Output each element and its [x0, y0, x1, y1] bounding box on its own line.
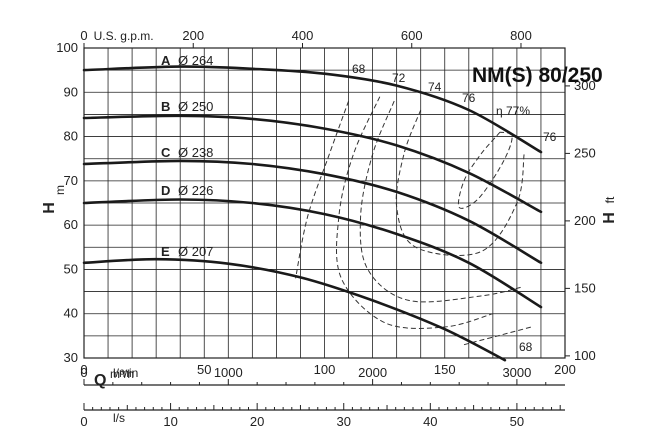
ls-axis-label: l/s [113, 411, 125, 425]
lmin-axis-label: l/min [113, 366, 138, 380]
gpm-tick-label: 800 [510, 28, 532, 43]
x-axis-unit: m³/h [110, 367, 134, 381]
y-tick-label: 100 [56, 40, 78, 55]
head-curve-e [82, 257, 507, 362]
ls-tick-label: 30 [337, 414, 351, 429]
gpm-tick-label: 200 [182, 28, 204, 43]
lmin-tick-label: 3000 [502, 365, 531, 380]
head-curve-b [82, 114, 543, 214]
ls-tick-label: 40 [423, 414, 437, 429]
curve-label: A [161, 53, 171, 68]
head-curves [82, 65, 543, 362]
efficiency-contour [463, 326, 532, 346]
ft-tick-label: 150 [574, 280, 596, 295]
curve-diameter: Ø 250 [178, 99, 213, 114]
efficiency-contour [395, 109, 525, 256]
efficiency-contours [295, 96, 532, 346]
curve-label: C [161, 145, 171, 160]
efficiency-label: 68 [352, 62, 366, 76]
head-curve-a [82, 65, 543, 154]
y-tick-label: 50 [64, 261, 78, 276]
y-tick-label: 60 [64, 217, 78, 232]
efficiency-label: 68 [519, 340, 533, 354]
curve-label: E [161, 244, 170, 259]
ft-axis-unit: ft [603, 196, 617, 203]
head-curve-d [82, 198, 543, 309]
x-tick-label: 0 [80, 362, 87, 377]
ls-tick-label: 50 [510, 414, 524, 429]
lmin-tick-label: 0 [80, 365, 87, 380]
y-axis-label: H [41, 202, 58, 214]
x-tick-label: 50 [197, 362, 211, 377]
curve-diameter: Ø 264 [178, 53, 213, 68]
ls-tick-label: 10 [163, 414, 177, 429]
lmin-tick-label: 1000 [214, 365, 243, 380]
x-tick-label: 100 [314, 362, 336, 377]
x-axis-label: Q [94, 372, 106, 389]
ls-tick-label: 20 [250, 414, 264, 429]
lmin-tick-label: 2000 [358, 365, 387, 380]
curve-label: D [161, 183, 170, 198]
curve-diameter: Ø 238 [178, 145, 213, 160]
ft-tick-label: 250 [574, 145, 596, 160]
efficiency-label: 74 [428, 80, 442, 94]
efficiency-contour [336, 96, 493, 329]
head-curve-c [82, 159, 543, 265]
efficiency-label: 76 [543, 130, 557, 144]
ft-tick-label: 100 [574, 348, 596, 363]
efficiency-label: η 77% [496, 104, 530, 118]
efficiency-label: 72 [392, 71, 406, 85]
grid [83, 47, 566, 359]
ft-tick-label: 300 [574, 78, 596, 93]
gpm-axis-label: U.S. g.p.m. [94, 29, 154, 43]
x-tick-label: 150 [434, 362, 456, 377]
ft-tick-label: 200 [574, 213, 596, 228]
gpm-tick-label: 400 [292, 28, 314, 43]
ft-axis-label: H [601, 212, 618, 224]
curve-diameter: Ø 207 [178, 244, 213, 259]
y-tick-label: 70 [64, 173, 78, 188]
y-tick-label: 90 [64, 84, 78, 99]
ls-tick-label: 0 [80, 414, 87, 429]
labels: NM(S) 80/250 68 72 74 76 η 77% 76 68 A Ø 264 B Ø 2… [161, 53, 603, 354]
y-axis-unit: m [53, 185, 67, 195]
chart-title: NM(S) 80/250 [472, 64, 603, 87]
efficiency-contour [295, 100, 350, 279]
gpm-tick-label: 600 [401, 28, 423, 43]
efficiency-contour [457, 131, 513, 209]
curve-diameter: Ø 226 [178, 183, 213, 198]
y-tick-label: 40 [64, 306, 78, 321]
y-tick-label: 80 [64, 129, 78, 144]
efficiency-contour [359, 100, 522, 303]
y-tick-label: 30 [64, 350, 78, 365]
curve-label: B [161, 99, 170, 114]
x-tick-label: 200 [554, 362, 576, 377]
efficiency-label: 76 [462, 91, 476, 105]
gpm-tick-label: 0 [80, 28, 87, 43]
